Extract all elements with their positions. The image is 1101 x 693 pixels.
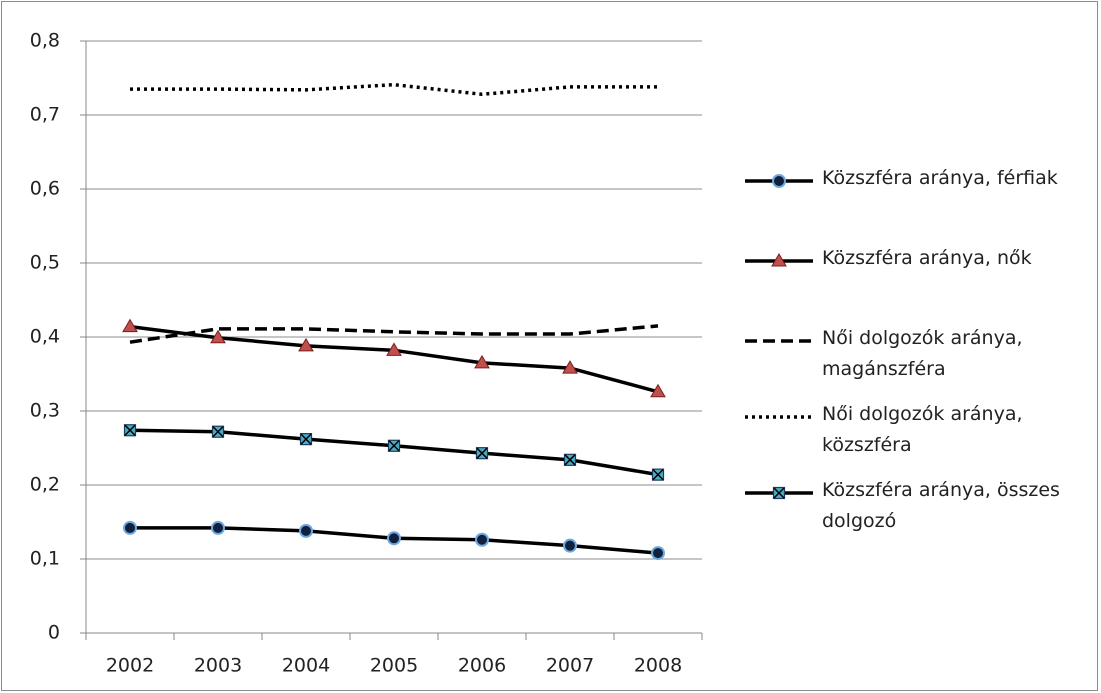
marker	[211, 425, 225, 438]
x-tick-label: 2005	[370, 655, 418, 677]
x-tick-label: 2004	[282, 655, 330, 677]
x-tick-label: 2007	[546, 655, 594, 677]
legend-item: Női dolgozók aránya, közszféra	[742, 402, 1087, 461]
marker-cross	[300, 433, 312, 445]
y-tick-label: 0,3	[30, 400, 60, 422]
marker	[772, 486, 786, 500]
marker	[475, 532, 489, 547]
marker-cross	[388, 440, 400, 452]
marker	[211, 520, 225, 535]
series	[122, 318, 666, 398]
marker	[772, 174, 786, 188]
legend-swatch	[745, 339, 813, 343]
series	[123, 520, 665, 561]
legend-label: Közszféra aránya, férfiak	[822, 167, 1058, 189]
legend-swatch	[745, 174, 813, 188]
series	[129, 324, 659, 344]
x-tick-label: 2008	[634, 655, 682, 677]
marker	[122, 318, 138, 333]
y-tick-label: 0,7	[30, 104, 60, 126]
marker	[299, 523, 313, 538]
legend-label: Női dolgozók aránya, közszféra	[822, 403, 1023, 456]
marker	[386, 342, 402, 356]
marker	[771, 253, 787, 267]
legend-item: Női dolgozók aránya, magánszféra	[742, 326, 1087, 385]
legend-swatch	[745, 415, 813, 419]
legend-swatch	[745, 486, 813, 500]
legend-item: Közszféra aránya, összes dolgozó	[742, 478, 1087, 537]
marker	[298, 337, 314, 352]
marker	[475, 447, 489, 460]
legend-swatch	[745, 253, 813, 267]
y-tick-label: 0,4	[30, 326, 60, 348]
series	[123, 424, 665, 481]
marker	[563, 453, 577, 466]
y-tick-label: 0,2	[30, 474, 60, 496]
marker	[563, 538, 577, 553]
marker-cross	[476, 447, 488, 459]
legend-label: Női dolgozók aránya, magánszféra	[822, 327, 1023, 380]
legend-label: Közszféra aránya, összes dolgozó	[822, 479, 1060, 532]
series-line	[129, 324, 659, 394]
legend-label: Közszféra aránya, nők	[822, 247, 1032, 269]
y-tick-label: 0,6	[30, 178, 60, 200]
marker	[387, 531, 401, 546]
marker-cross	[564, 454, 576, 466]
marker-cross	[652, 469, 664, 481]
marker	[123, 520, 137, 535]
marker	[651, 468, 665, 481]
y-tick-label: 0,1	[30, 548, 60, 570]
legend-item: Közszféra aránya, nők	[742, 246, 1087, 274]
marker	[123, 424, 137, 437]
y-tick-label: 0,8	[30, 30, 60, 52]
series-line	[129, 428, 659, 477]
x-tick-label: 2002	[106, 655, 154, 677]
marker	[299, 433, 313, 446]
y-tick-label: 0,5	[30, 252, 60, 274]
x-tick-label: 2003	[194, 655, 242, 677]
marker	[387, 439, 401, 452]
series-line	[129, 324, 659, 344]
y-tick-label: 0	[48, 622, 60, 644]
x-tick-label: 2006	[458, 655, 506, 677]
marker	[210, 329, 226, 344]
marker-cross	[124, 424, 136, 436]
legend-item: Közszféra aránya, férfiak	[742, 166, 1087, 194]
marker	[650, 383, 666, 398]
marker-cross	[773, 487, 785, 499]
marker-cross	[212, 426, 224, 438]
series-line	[130, 82, 658, 97]
marker	[562, 360, 578, 374]
marker	[474, 354, 490, 369]
marker	[651, 546, 665, 561]
series	[130, 82, 658, 97]
